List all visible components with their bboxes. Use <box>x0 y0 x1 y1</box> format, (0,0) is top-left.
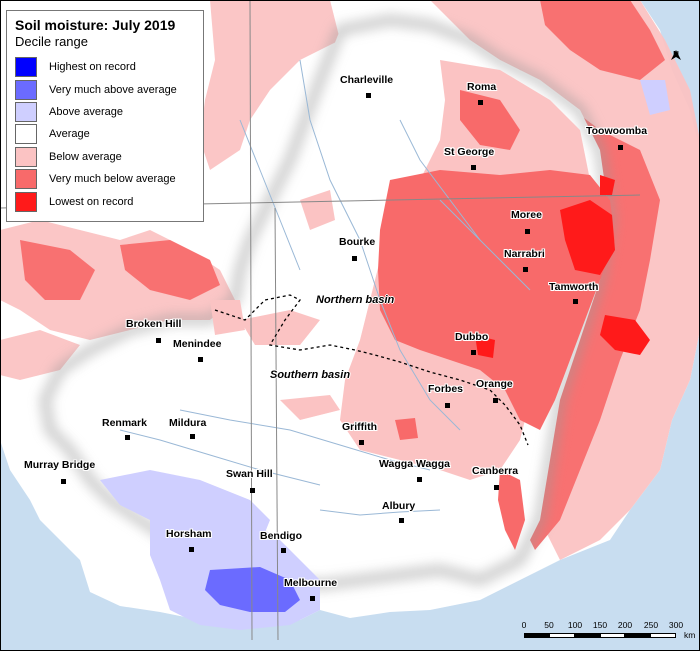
scale-bar-segments <box>524 633 676 638</box>
scale-unit: km <box>684 630 696 640</box>
moree-marker <box>525 229 530 234</box>
place-label-roma: Roma <box>467 81 497 93</box>
albury-marker <box>399 518 404 523</box>
swan-hill-marker <box>250 488 255 493</box>
place-label-murray-bridge: Murray Bridge <box>24 459 96 471</box>
legend-subtitle: Decile range <box>15 34 88 49</box>
legend-item: Lowest on record <box>15 190 195 212</box>
renmark-marker <box>125 435 130 440</box>
place-label-narrabri: Narrabri <box>504 248 545 260</box>
legend-label: Below average <box>49 150 122 163</box>
forbes-marker <box>445 403 450 408</box>
charleville-marker <box>366 93 371 98</box>
place-label-toowoomba: Toowoomba <box>586 125 648 137</box>
scale-bar: 0 50 100 150 200 250 300 km <box>518 620 696 644</box>
north-arrow-icon <box>671 50 681 60</box>
canberra-marker <box>494 485 499 490</box>
legend-label: Very much above average <box>49 83 177 96</box>
place-label-melbourne: Melbourne <box>284 577 338 589</box>
scale-tick: 0 <box>521 620 527 630</box>
basin-label-northern: Northern basin <box>316 294 395 306</box>
place-label-wagga-wagga: Wagga Wagga <box>379 458 450 470</box>
legend-item: Highest on record <box>15 56 195 78</box>
narrabri-marker <box>523 267 528 272</box>
place-label-charleville: Charleville <box>340 74 394 86</box>
legend-swatch <box>15 101 37 122</box>
legend-label: Above average <box>49 105 123 118</box>
bendigo-marker <box>281 548 286 553</box>
horsham-marker <box>189 547 194 552</box>
dubbo-marker <box>471 350 476 355</box>
legend-item: Very much below average <box>15 168 195 190</box>
bourke-marker <box>352 256 357 261</box>
legend-label: Lowest on record <box>49 195 134 208</box>
basin-label-southern: Southern basin <box>270 369 351 381</box>
legend-swatch <box>15 124 37 145</box>
place-label-bendigo: Bendigo <box>260 530 302 542</box>
place-label-albury: Albury <box>382 500 416 512</box>
place-label-orange: Orange <box>476 378 513 390</box>
toowoomba-marker <box>618 145 623 150</box>
north-arrow: N <box>670 50 682 68</box>
murray-bridge-marker <box>61 479 66 484</box>
place-label-dubbo: Dubbo <box>455 331 489 343</box>
griffith-marker <box>359 440 364 445</box>
legend-label: Average <box>49 128 90 141</box>
place-label-forbes: Forbes <box>428 383 464 395</box>
tamworth-marker <box>573 299 578 304</box>
legend-label: Highest on record <box>49 61 136 74</box>
place-label-st-george: St George <box>444 146 495 158</box>
legend-title: Soil moisture: July 2019 <box>15 17 176 33</box>
place-label-canberra: Canberra <box>472 465 519 477</box>
place-label-moree: Moree <box>511 209 542 221</box>
scale-tick: 300 <box>668 620 684 630</box>
scale-tick: 250 <box>643 620 659 630</box>
melbourne-marker <box>310 596 315 601</box>
legend-swatch <box>15 191 37 212</box>
legend-item: Very much above average <box>15 78 195 100</box>
place-label-mildura: Mildura <box>169 417 207 429</box>
place-label-bourke: Bourke <box>339 236 376 248</box>
legend-label: Very much below average <box>49 173 176 186</box>
mildura-marker <box>190 434 195 439</box>
orange-marker <box>493 398 498 403</box>
legend-item: Average <box>15 123 195 145</box>
basin-divide <box>214 294 529 446</box>
legend-swatch <box>15 57 37 78</box>
scale-tick: 150 <box>592 620 608 630</box>
scale-tick: 50 <box>544 620 554 630</box>
place-label-griffith: Griffith <box>342 421 377 433</box>
place-label-renmark: Renmark <box>102 417 147 429</box>
legend-item: Below average <box>15 146 195 168</box>
menindee-marker <box>198 357 203 362</box>
broken-hill-marker <box>156 338 161 343</box>
legend: Soil moisture: July 2019 Decile range Hi… <box>6 10 204 222</box>
place-label-swan-hill: Swan Hill <box>226 468 273 480</box>
wagga-wagga-marker <box>417 477 422 482</box>
place-label-horsham: Horsham <box>166 528 212 540</box>
legend-item: Above average <box>15 101 195 123</box>
place-label-broken-hill: Broken Hill <box>126 318 182 330</box>
scale-tick: 200 <box>617 620 633 630</box>
st-george-marker <box>471 165 476 170</box>
scale-tick: 100 <box>567 620 583 630</box>
place-label-tamworth: Tamworth <box>549 281 599 293</box>
place-label-menindee: Menindee <box>173 338 222 350</box>
legend-swatch <box>15 169 37 190</box>
legend-swatch <box>15 146 37 167</box>
roma-marker <box>478 100 483 105</box>
legend-swatch <box>15 79 37 100</box>
